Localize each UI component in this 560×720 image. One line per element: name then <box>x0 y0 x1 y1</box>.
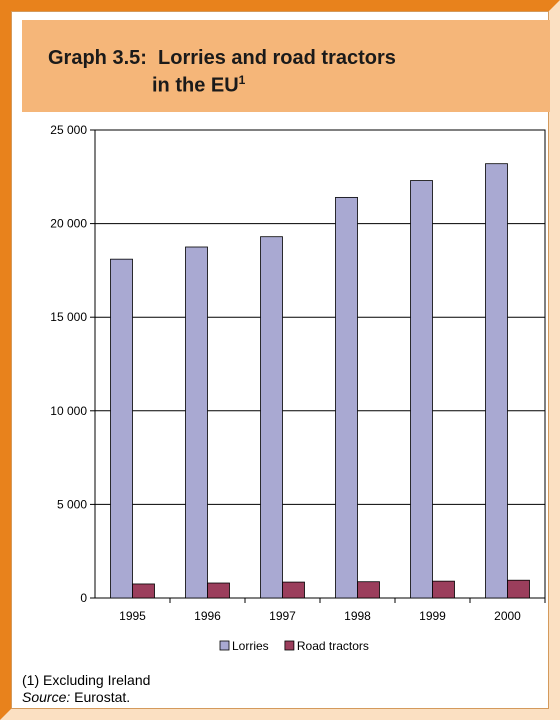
y-tick-label: 10 000 <box>50 404 87 418</box>
bar-road-tractors <box>207 582 230 599</box>
y-tick-label: 20 000 <box>50 217 87 231</box>
title-line-2: in the EU1 <box>152 73 245 98</box>
bar-road-tractors <box>132 583 155 599</box>
y-tick-label: 0 <box>80 591 87 605</box>
bar-lorries <box>335 196 358 599</box>
legend-label-lorries: Lorries <box>232 639 269 653</box>
legend-layer: Lorries Road tractors <box>219 639 369 653</box>
y-tick-label: 5 000 <box>57 497 87 511</box>
legend-label-road-tractors: Road tractors <box>297 639 369 653</box>
bars-layer <box>110 163 530 599</box>
bar-lorries <box>410 180 433 599</box>
plot-area <box>94 129 546 599</box>
x-tick-label: 1996 <box>194 609 221 623</box>
x-tick-label: 2000 <box>494 609 521 623</box>
bar-road-tractors <box>432 580 455 599</box>
title-superscript: 1 <box>238 73 246 87</box>
x-tick-label: 1999 <box>419 609 446 623</box>
grid-layer <box>94 129 546 599</box>
title-text: Lorries and road tractors <box>158 47 396 69</box>
source-text: Eurostat. <box>74 689 131 705</box>
bar-lorries <box>185 246 208 599</box>
source-line: Source: Eurostat. <box>22 689 130 705</box>
bar-road-tractors <box>507 579 530 599</box>
footnote: (1) Excluding Ireland <box>22 672 151 688</box>
bar-road-tractors <box>282 581 305 599</box>
axes-layer: 0 5 000 10 000 15 000 20 000 25 000 1995 1996 19… <box>50 123 546 623</box>
title-text-2: in the EU <box>152 74 239 97</box>
title-line-1: Graph 3.5: Lorries and road tractors <box>48 47 396 70</box>
x-tick-label: 1995 <box>119 609 146 623</box>
bar-lorries <box>260 236 283 599</box>
legend-swatch-lorries <box>219 640 230 651</box>
y-tick-label: 15 000 <box>50 310 87 324</box>
legend-swatch-road-tractors <box>284 640 295 651</box>
title-box: Graph 3.5: Lorries and road tractors in … <box>22 20 550 112</box>
source-label: Source: <box>22 689 71 705</box>
bar-lorries <box>485 163 508 599</box>
graph-number: Graph 3.5: <box>48 47 147 69</box>
x-tick-label: 1997 <box>269 609 296 623</box>
x-tick-label: 1998 <box>344 609 371 623</box>
bar-road-tractors <box>357 581 380 599</box>
bar-lorries <box>110 258 133 599</box>
y-tick-label: 25 000 <box>50 123 87 137</box>
